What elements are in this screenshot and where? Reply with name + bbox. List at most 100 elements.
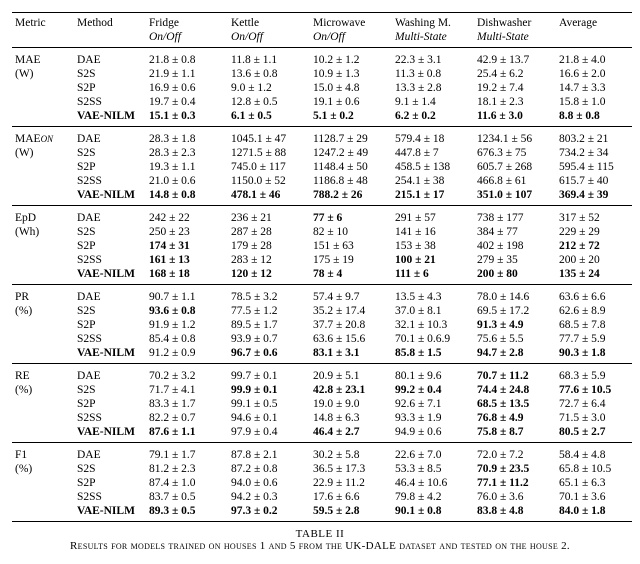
method-cell: VAE-NILM [74,188,146,206]
value-cell: 59.5 ± 2.8 [310,504,392,522]
value-cell: 1045.1 ± 47 [228,126,310,146]
value-cell: 53.3 ± 8.5 [392,462,474,476]
value-cell: 14.7 ± 3.3 [556,81,632,95]
value-cell: 82 ± 10 [310,225,392,239]
value-cell: 35.2 ± 17.4 [310,304,392,318]
table-row: (%)S2S81.2 ± 2.387.2 ± 0.836.5 ± 17.353.… [12,462,632,476]
value-cell: 11.6 ± 3.0 [474,109,556,127]
value-cell: 174 ± 31 [146,239,228,253]
value-cell: 71.5 ± 3.0 [556,411,632,425]
metric-cell [12,160,74,174]
metric-cell [12,239,74,253]
metric-cell [12,504,74,522]
value-cell: 72.0 ± 7.2 [474,442,556,462]
value-cell: 87.2 ± 0.8 [228,462,310,476]
value-cell: 1148.4 ± 50 [310,160,392,174]
caption-table-number: TABLE II [296,528,345,540]
table-body: MAEDAE21.8 ± 0.811.8 ± 1.110.2 ± 1.222.3… [12,47,632,521]
value-cell: 13.5 ± 4.3 [392,284,474,304]
method-cell: VAE-NILM [74,267,146,285]
value-cell: 15.1 ± 0.3 [146,109,228,127]
value-cell: 447.8 ± 7 [392,146,474,160]
value-cell: 81.2 ± 2.3 [146,462,228,476]
value-cell: 579.4 ± 18 [392,126,474,146]
value-cell: 200 ± 80 [474,267,556,285]
metric-cell: PR [12,284,74,304]
value-cell: 89.3 ± 0.5 [146,504,228,522]
method-cell: DAE [74,363,146,383]
table-row: S2P83.3 ± 1.799.1 ± 0.519.0 ± 9.092.6 ± … [12,397,632,411]
table-row: S2P91.9 ± 1.289.5 ± 1.737.7 ± 20.832.1 ±… [12,318,632,332]
value-cell: 93.9 ± 0.7 [228,332,310,346]
value-cell: 84.0 ± 1.8 [556,504,632,522]
value-cell: 1271.5 ± 88 [228,146,310,160]
value-cell: 676.3 ± 75 [474,146,556,160]
value-cell: 90.3 ± 1.8 [556,346,632,364]
value-cell: 20.9 ± 5.1 [310,363,392,383]
value-cell: 236 ± 21 [228,205,310,225]
metric-cell [12,109,74,127]
results-table: Metric Method FridgeOn/Off KettleOn/Off … [12,12,632,522]
value-cell: 70.2 ± 3.2 [146,363,228,383]
value-cell: 30.2 ± 5.8 [310,442,392,462]
value-cell: 80.1 ± 9.6 [392,363,474,383]
value-cell: 6.2 ± 0.2 [392,109,474,127]
value-cell: 68.5 ± 7.8 [556,318,632,332]
method-cell: S2S [74,67,146,81]
value-cell: 62.6 ± 8.9 [556,304,632,318]
value-cell: 12.8 ± 0.5 [228,95,310,109]
value-cell: 77.1 ± 11.2 [474,476,556,490]
table-row: VAE-NILM87.6 ± 1.197.9 ± 0.446.4 ± 2.794… [12,425,632,443]
value-cell: 91.2 ± 0.9 [146,346,228,364]
value-cell: 22.9 ± 11.2 [310,476,392,490]
value-cell: 745.0 ± 117 [228,160,310,174]
value-cell: 36.5 ± 17.3 [310,462,392,476]
header-metric: Metric [12,13,74,48]
value-cell: 11.8 ± 1.1 [228,47,310,67]
value-cell: 83.7 ± 0.5 [146,490,228,504]
table-row: S2SS161 ± 13283 ± 12175 ± 19100 ± 21279 … [12,253,632,267]
value-cell: 10.9 ± 1.3 [310,67,392,81]
metric-cell: (%) [12,462,74,476]
table-row: F1DAE79.1 ± 1.787.8 ± 2.130.2 ± 5.822.6 … [12,442,632,462]
table-row: VAE-NILM15.1 ± 0.36.1 ± 0.55.1 ± 0.26.2 … [12,109,632,127]
value-cell: 83.3 ± 1.7 [146,397,228,411]
value-cell: 1234.1 ± 56 [474,126,556,146]
value-cell: 120 ± 12 [228,267,310,285]
value-cell: 77.6 ± 10.5 [556,383,632,397]
value-cell: 76.8 ± 4.9 [474,411,556,425]
value-cell: 10.2 ± 1.2 [310,47,392,67]
table-row: S2P19.3 ± 1.1745.0 ± 1171148.4 ± 50458.5… [12,160,632,174]
value-cell: 6.1 ± 0.5 [228,109,310,127]
value-cell: 89.5 ± 1.7 [228,318,310,332]
header-kettle: KettleOn/Off [228,13,310,48]
value-cell: 83.8 ± 4.8 [474,504,556,522]
header-dishwasher: DishwasherMulti-State [474,13,556,48]
table-row: S2SS83.7 ± 0.594.2 ± 0.317.6 ± 6.679.8 ±… [12,490,632,504]
value-cell: 111 ± 6 [392,267,474,285]
table-row: VAE-NILM91.2 ± 0.996.7 ± 0.683.1 ± 3.185… [12,346,632,364]
metric-cell: RE [12,363,74,383]
value-cell: 14.8 ± 0.8 [146,188,228,206]
method-cell: VAE-NILM [74,346,146,364]
metric-cell [12,95,74,109]
value-cell: 28.3 ± 2.3 [146,146,228,160]
value-cell: 402 ± 198 [474,239,556,253]
value-cell: 91.9 ± 1.2 [146,318,228,332]
value-cell: 99.9 ± 0.1 [228,383,310,397]
value-cell: 85.4 ± 0.8 [146,332,228,346]
value-cell: 9.0 ± 1.2 [228,81,310,95]
value-cell: 76.0 ± 3.6 [474,490,556,504]
value-cell: 65.8 ± 10.5 [556,462,632,476]
value-cell: 94.9 ± 0.6 [392,425,474,443]
value-cell: 71.7 ± 4.1 [146,383,228,397]
method-cell: VAE-NILM [74,504,146,522]
value-cell: 92.6 ± 7.1 [392,397,474,411]
value-cell: 287 ± 28 [228,225,310,239]
table-row: S2P87.4 ± 1.094.0 ± 0.622.9 ± 11.246.4 ±… [12,476,632,490]
value-cell: 19.7 ± 0.4 [146,95,228,109]
method-cell: S2S [74,383,146,397]
caption-description: Results for models trained on houses 1 a… [70,540,570,552]
value-cell: 87.8 ± 2.1 [228,442,310,462]
value-cell: 70.1 ± 0.6.9 [392,332,474,346]
